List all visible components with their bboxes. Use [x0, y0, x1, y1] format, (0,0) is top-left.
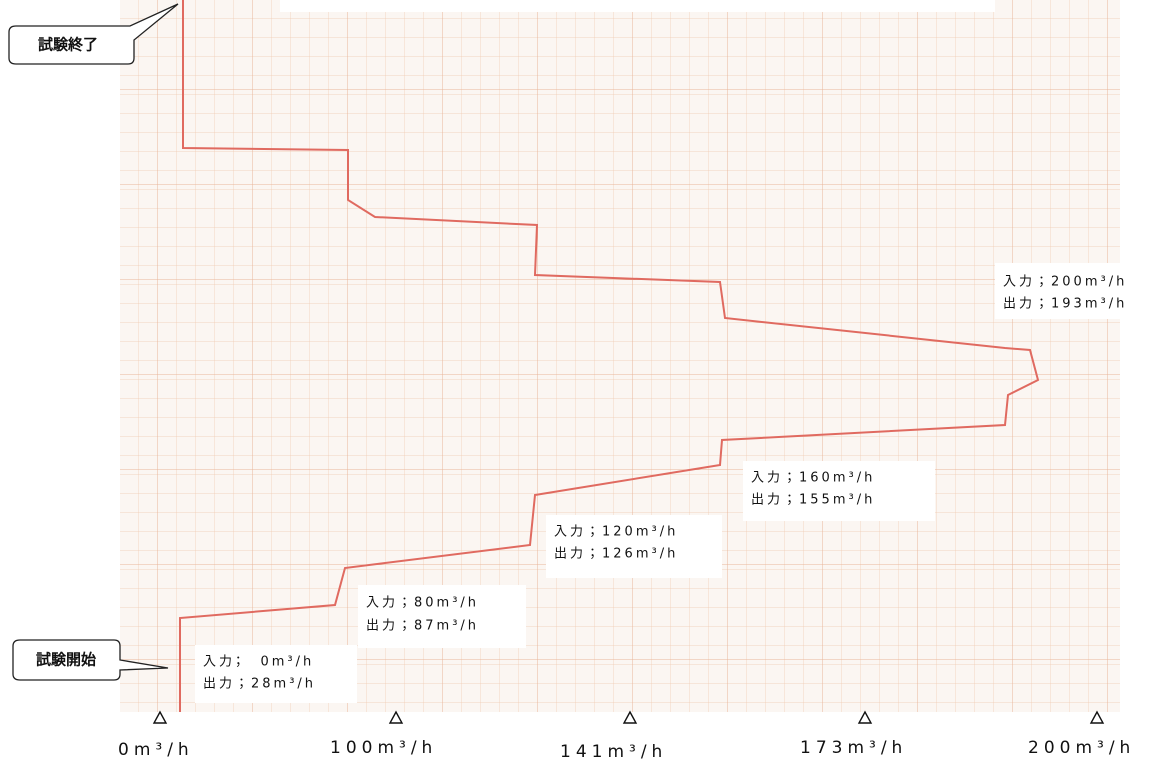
annotation-bg [358, 585, 526, 648]
tick-marker [154, 712, 166, 723]
annotation-box: 入力；80m³/h 出力；87m³/h [358, 585, 526, 648]
input-label: 入力； 0m³/h [203, 655, 314, 670]
input-label: 入力；200m³/h [1003, 275, 1127, 290]
x-label: 100m³/h [330, 738, 437, 758]
major-grid [120, 0, 1120, 712]
tick-marker [624, 712, 636, 723]
paper-edge [280, 0, 995, 12]
callout-label: 試験終了 [38, 36, 98, 54]
output-label: 出力；126m³/h [554, 547, 678, 562]
x-label: 0m³/h [118, 740, 194, 760]
figure: 入力； 0m³/h 出力；28m³/h 入力；80m³/h 出力；87m³/h … [0, 0, 1168, 764]
x-label: 141m³/h [560, 742, 667, 762]
callout-label: 試験開始 [36, 651, 96, 669]
input-label: 入力；160m³/h [751, 471, 875, 486]
tick-marker [859, 712, 871, 723]
output-label: 出力；28m³/h [203, 677, 316, 692]
annotation-box: 入力； 0m³/h 出力；28m³/h [195, 645, 357, 703]
output-label: 出力；155m³/h [751, 493, 875, 508]
annotation-box: 入力；160m³/h 出力；155m³/h [743, 461, 935, 521]
annotation-box: 入力；200m³/h 出力；193m³/h [995, 263, 1168, 319]
x-label: 173m³/h [800, 738, 907, 758]
x-axis: 0m³/h 100m³/h 141m³/h 173m³/h 200m³/h [118, 712, 1135, 762]
output-label: 出力；87m³/h [366, 619, 479, 634]
output-label: 出力；193m³/h [1003, 297, 1127, 312]
page: {"callouts": {"end": "試験終了", "start": "試… [0, 0, 1168, 764]
input-label: 入力；120m³/h [554, 525, 678, 540]
x-label: 200m³/h [1028, 738, 1135, 758]
annotation-box: 入力；120m³/h 出力；126m³/h [546, 515, 722, 578]
tick-marker [390, 712, 402, 723]
input-label: 入力；80m³/h [366, 596, 479, 611]
tick-marker [1091, 712, 1103, 723]
